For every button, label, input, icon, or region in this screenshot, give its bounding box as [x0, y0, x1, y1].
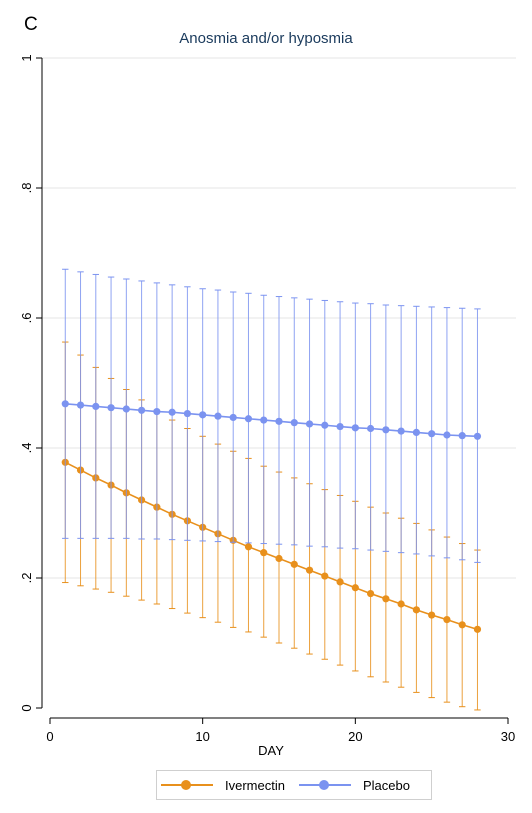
data-point: [382, 595, 390, 603]
x-tick-label: 10: [195, 729, 209, 744]
data-point: [305, 566, 314, 574]
data-point: [428, 430, 436, 438]
legend-label-placebo: Placebo: [362, 777, 410, 793]
y-tick-label: 0: [19, 704, 34, 711]
axes-layer: 0.2.4.6.810 10 20 30: [19, 54, 515, 744]
y-tick-label: .6: [19, 313, 34, 324]
y-tick-label: .2: [19, 573, 34, 584]
legend-key-ivermectin: [161, 779, 213, 791]
data-point: [275, 417, 283, 425]
data-point: [214, 412, 222, 420]
panel-letter: C: [24, 14, 38, 35]
data-point: [168, 408, 176, 416]
data-point: [397, 600, 405, 608]
data-point: [122, 405, 130, 413]
data-point: [244, 543, 253, 551]
legend-item-placebo: Placebo: [298, 777, 410, 793]
data-point: [412, 606, 420, 614]
data-point: [367, 424, 375, 433]
data-point: [153, 408, 161, 416]
data-point: [290, 419, 298, 427]
data-point: [382, 426, 390, 434]
data-point: [244, 415, 253, 423]
data-point: [321, 572, 329, 580]
data-point: [458, 621, 466, 629]
data-point: [290, 560, 298, 568]
data-point: [473, 625, 482, 633]
data-point: [351, 424, 359, 432]
y-tick-label: .4: [19, 443, 34, 454]
data-point: [92, 402, 100, 410]
data-point: [229, 413, 237, 422]
data-point: [260, 416, 268, 424]
series-ivermectin: [61, 341, 482, 711]
series-placebo: [61, 268, 482, 563]
y-tick-label: 1: [19, 54, 34, 61]
data-point: [443, 616, 451, 624]
data-point: [275, 554, 283, 563]
data-point: [473, 432, 482, 440]
data-point: [443, 431, 451, 439]
x-tick-label: 20: [348, 729, 362, 744]
data-point: [183, 409, 191, 418]
data-point: [107, 404, 115, 412]
data-point: [76, 401, 85, 409]
data-point: [458, 432, 466, 440]
legend-key-placebo: [298, 779, 351, 791]
data-point: [321, 421, 329, 429]
series-layer: [61, 268, 482, 711]
series-line: [64, 461, 478, 631]
chart-title: Anosmia and/or hyposmia: [179, 30, 353, 47]
legend-label-ivermectin: Ivermectin: [225, 777, 285, 793]
data-point: [428, 611, 436, 619]
legend: Ivermectin Placebo: [156, 770, 432, 800]
data-point: [305, 420, 314, 428]
x-tick-label: 30: [501, 729, 515, 744]
data-point: [351, 584, 359, 592]
data-point: [397, 427, 405, 435]
series-line: [65, 403, 478, 438]
data-point: [336, 422, 344, 431]
data-point: [138, 406, 146, 414]
data-point: [260, 549, 268, 557]
data-point: [412, 428, 420, 436]
x-axis-label: DAY: [258, 743, 284, 758]
data-point: [367, 590, 375, 598]
y-tick-label: .8: [19, 183, 34, 194]
data-point: [199, 411, 207, 419]
data-point: [336, 578, 344, 586]
data-point: [61, 400, 69, 408]
x-tick-label: 0: [46, 729, 53, 744]
legend-item-ivermectin: Ivermectin: [161, 778, 285, 793]
